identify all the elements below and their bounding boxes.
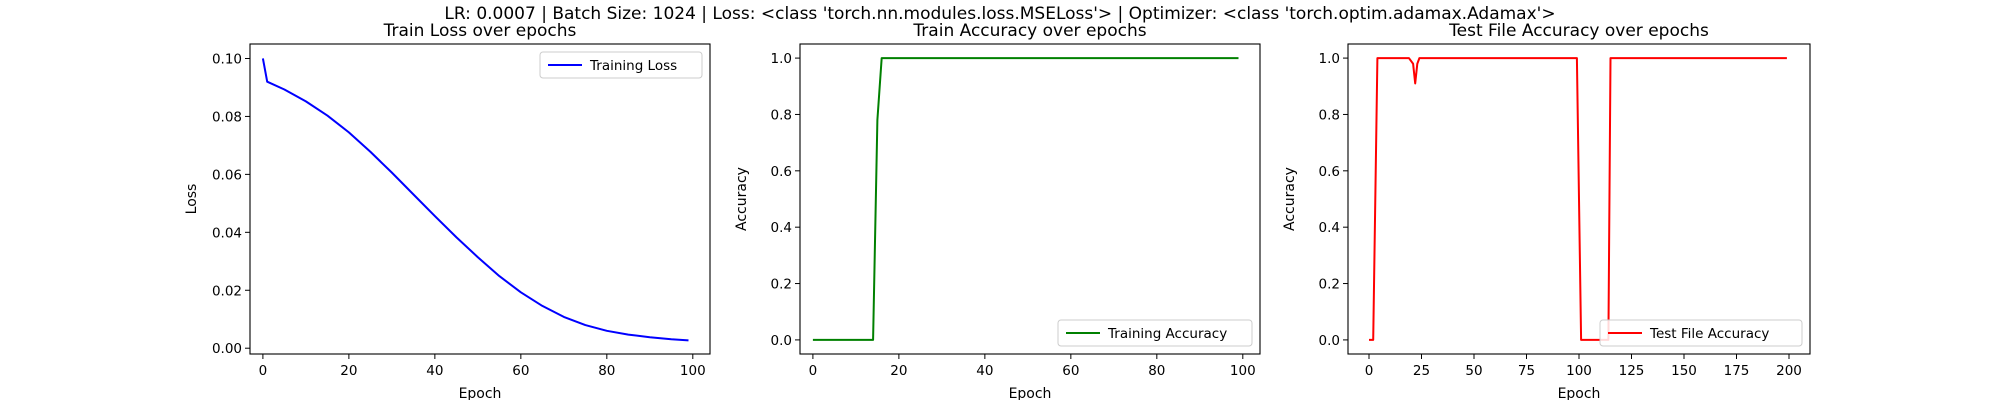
subplot-train-accuracy: Train Accuracy over epochs 0 20 40 60 80 100 0.… bbox=[734, 21, 1261, 400]
train-loss-title: Train Loss over epochs bbox=[383, 21, 577, 41]
train-accuracy-y-tick-label: 0.0 bbox=[771, 333, 792, 349]
test-accuracy-y-tick-label: 1.0 bbox=[1319, 51, 1340, 67]
test-accuracy-x-tick-label: 200 bbox=[1776, 363, 1802, 379]
train-accuracy-x-tick-label: 40 bbox=[976, 363, 993, 379]
train-accuracy-y-tick-label: 0.6 bbox=[771, 164, 792, 180]
test-accuracy-y-tick-label: 0.6 bbox=[1319, 164, 1340, 180]
test-accuracy-y-tick-label: 0.2 bbox=[1319, 277, 1340, 293]
train-loss-y-tick-label: 0.06 bbox=[212, 167, 242, 183]
train-accuracy-x-axis-label: Epoch bbox=[1009, 386, 1052, 400]
train-loss-x-axis-label: Epoch bbox=[459, 386, 502, 400]
train-loss-x-tick-label: 60 bbox=[512, 363, 529, 379]
test-accuracy-x-tick-label: 100 bbox=[1566, 363, 1592, 379]
train-loss-y-tick-label: 0.04 bbox=[212, 225, 242, 241]
test-accuracy-y-tick-label: 0.4 bbox=[1319, 220, 1340, 236]
test-accuracy-x-tick-label: 50 bbox=[1465, 363, 1482, 379]
train-accuracy-title: Train Accuracy over epochs bbox=[912, 21, 1146, 41]
test-accuracy-x-tick-label: 175 bbox=[1724, 363, 1750, 379]
train-accuracy-legend-label: Training Accuracy bbox=[1107, 326, 1227, 342]
train-loss-y-tick-label: 0.10 bbox=[212, 51, 242, 67]
train-accuracy-axes-frame bbox=[799, 43, 1261, 355]
train-accuracy-x-tick-label: 100 bbox=[1230, 363, 1256, 379]
train-loss-y-tick-label: 0.08 bbox=[212, 109, 242, 125]
train-loss-y-tick-label: 0.00 bbox=[212, 341, 242, 357]
train-loss-x-tick-label: 0 bbox=[259, 363, 268, 379]
train-loss-legend-box bbox=[539, 51, 703, 79]
test-accuracy-y-tick-label: 0.8 bbox=[1319, 107, 1340, 123]
train-accuracy-x-tick-label: 60 bbox=[1062, 363, 1079, 379]
test-accuracy-legend-box bbox=[1599, 319, 1803, 347]
test-accuracy-x-axis-label: Epoch bbox=[1558, 386, 1601, 400]
train-accuracy-y-tick-label: 0.4 bbox=[771, 220, 792, 236]
train-accuracy-series-line-0 bbox=[812, 57, 1239, 341]
train-loss-x-tick-label: 20 bbox=[340, 363, 357, 379]
test-accuracy-x-tick-label: 75 bbox=[1518, 363, 1535, 379]
train-loss-y-tick-label: 0.02 bbox=[212, 283, 242, 299]
train-loss-x-tick-label: 80 bbox=[598, 363, 615, 379]
test-accuracy-series-line-0 bbox=[1369, 57, 1787, 341]
train-accuracy-y-axis-label: Accuracy bbox=[734, 167, 750, 231]
train-accuracy-y-tick-label: 0.8 bbox=[771, 107, 792, 123]
test-accuracy-x-tick-label: 0 bbox=[1365, 363, 1374, 379]
test-accuracy-x-tick-label: 25 bbox=[1413, 363, 1430, 379]
train-loss-axes-frame bbox=[249, 43, 711, 355]
test-accuracy-title: Test File Accuracy over epochs bbox=[1448, 21, 1709, 41]
test-accuracy-x-tick-label: 125 bbox=[1619, 363, 1645, 379]
train-loss-legend-label: Training Loss bbox=[589, 58, 677, 74]
train-accuracy-y-tick-label: 0.2 bbox=[771, 277, 792, 293]
train-accuracy-legend-box bbox=[1057, 319, 1253, 347]
subplot-train-loss: Train Loss over epochs 0 20 40 60 80 100 0.00 0.… bbox=[184, 21, 711, 400]
train-loss-x-tick-label: 40 bbox=[426, 363, 443, 379]
test-accuracy-y-tick-label: 0.0 bbox=[1319, 333, 1340, 349]
train-accuracy-x-tick-label: 80 bbox=[1148, 363, 1165, 379]
train-accuracy-x-tick-label: 20 bbox=[890, 363, 907, 379]
test-accuracy-legend-label: Test File Accuracy bbox=[1649, 326, 1769, 342]
figure-suptitle: LR: 0.0007 | Batch Size: 1024 | Loss: <c… bbox=[444, 4, 1556, 24]
subplot-test-accuracy: Test File Accuracy over epochs 0 25 50 75 100… bbox=[1282, 21, 1811, 400]
test-accuracy-y-axis-label: Accuracy bbox=[1282, 167, 1298, 231]
train-loss-series-line-0 bbox=[261, 58, 689, 342]
train-loss-x-tick-label: 100 bbox=[680, 363, 706, 379]
test-accuracy-x-tick-label: 150 bbox=[1671, 363, 1697, 379]
train-loss-y-axis-label: Loss bbox=[184, 184, 200, 215]
train-accuracy-x-tick-label: 0 bbox=[809, 363, 818, 379]
train-accuracy-y-tick-label: 1.0 bbox=[771, 51, 792, 67]
